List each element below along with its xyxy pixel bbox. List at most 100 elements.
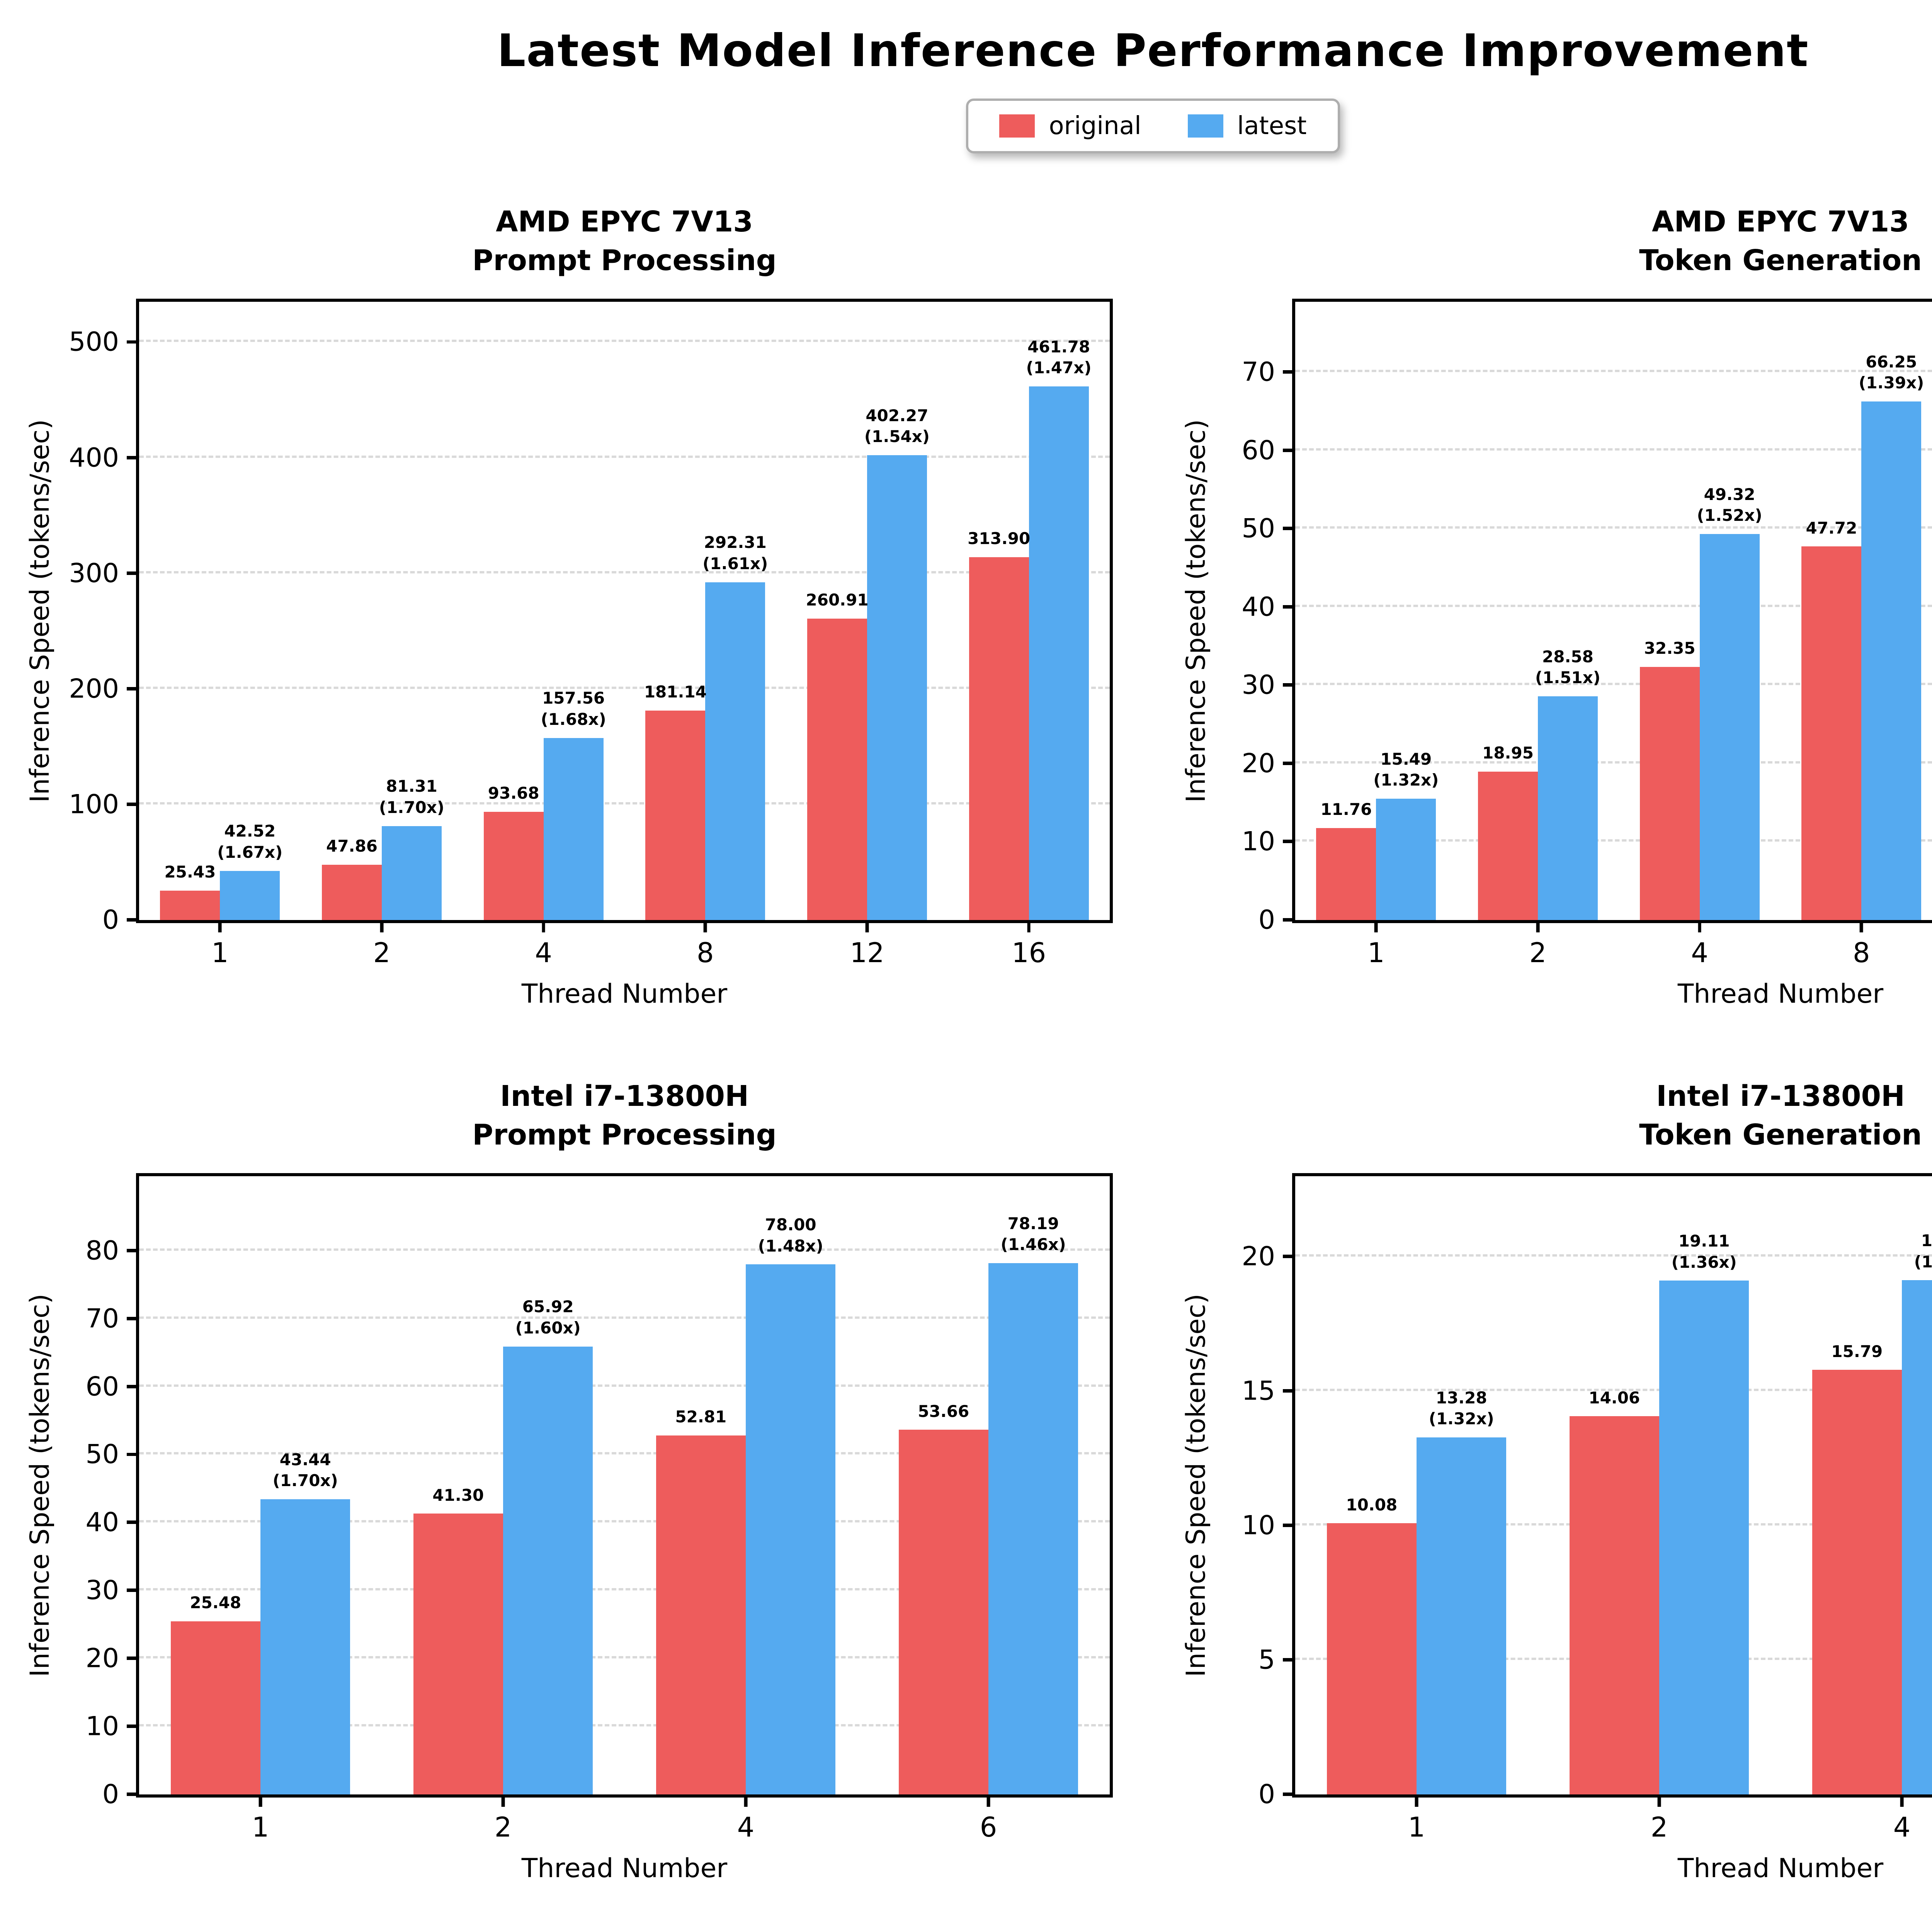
bar-latest bbox=[988, 1263, 1078, 1794]
x-tick-mark bbox=[986, 1794, 990, 1807]
bar-value-label-latest: 28.58 (1.51x) bbox=[1535, 647, 1601, 687]
bar-value-label-latest: 43.44 (1.70x) bbox=[272, 1450, 338, 1490]
y-tick-mark bbox=[1283, 1389, 1295, 1393]
chart: AMD EPYC 7V13 Token Generation Inference… bbox=[1172, 203, 1932, 1009]
x-tick-mark bbox=[218, 920, 222, 932]
bar-value-label-latest: 13.28 (1.32x) bbox=[1429, 1388, 1494, 1429]
gridline bbox=[1295, 1254, 1932, 1257]
bar-original bbox=[898, 1430, 988, 1794]
y-tick-mark bbox=[1283, 1524, 1295, 1527]
y-tick-mark bbox=[1283, 840, 1295, 844]
y-tick-mark bbox=[127, 1249, 139, 1252]
gridline bbox=[1295, 448, 1932, 451]
bar-original bbox=[1478, 771, 1538, 920]
x-tick-mark bbox=[1536, 920, 1540, 932]
x-axis-label: Thread Number bbox=[521, 978, 728, 1009]
plot-area: Inference Speed (tokens/sec) 0 10 20 30 40 50… bbox=[1181, 298, 1932, 969]
x-tick-mark bbox=[865, 920, 869, 932]
gridline bbox=[139, 1316, 1110, 1319]
bar-latest bbox=[1029, 386, 1089, 920]
x-axis-label: Thread Number bbox=[1677, 1853, 1884, 1884]
y-tick-mark bbox=[127, 802, 139, 806]
bar-value-label-latest: 66.25 (1.39x) bbox=[1859, 352, 1924, 393]
x-tick-label: 1 bbox=[211, 937, 229, 969]
y-tick-label: 10 bbox=[1242, 1510, 1275, 1541]
bar-latest bbox=[382, 826, 442, 920]
bar-original bbox=[1569, 1416, 1659, 1794]
chart: Intel i7-13800H Prompt Processing Infere… bbox=[15, 1077, 1134, 1884]
bar-value-label-original: 260.91 bbox=[806, 590, 869, 609]
y-tick-label: 400 bbox=[69, 442, 119, 473]
x-tick-mark bbox=[259, 1794, 262, 1807]
bar-latest bbox=[543, 738, 604, 920]
bar-value-label-latest: 19.12 (1.21x) bbox=[1914, 1231, 1932, 1271]
gridline bbox=[139, 1520, 1110, 1522]
y-tick-label: 5 bbox=[1258, 1645, 1275, 1675]
bar-original bbox=[656, 1435, 746, 1794]
bar-latest bbox=[1659, 1281, 1749, 1794]
chart-title: AMD EPYC 7V13 Prompt Processing bbox=[136, 203, 1113, 280]
y-tick-label: 0 bbox=[1258, 1779, 1275, 1810]
bar-value-label-latest: 19.11 (1.36x) bbox=[1671, 1231, 1737, 1272]
x-tick-mark bbox=[744, 1794, 748, 1807]
bar-value-label-original: 47.72 bbox=[1806, 518, 1857, 537]
bar-value-label-original: 18.95 bbox=[1482, 743, 1534, 763]
y-axis-label: Inference Speed (tokens/sec) bbox=[25, 1293, 55, 1677]
bar-original bbox=[969, 557, 1029, 920]
x-tick-mark bbox=[1415, 1794, 1418, 1807]
y-tick-mark bbox=[1283, 683, 1295, 687]
bar-original bbox=[1812, 1370, 1902, 1794]
x-tick-label: 8 bbox=[1853, 937, 1870, 969]
bar-value-label-original: 14.06 bbox=[1588, 1388, 1640, 1407]
bar-value-label-latest: 42.52 (1.67x) bbox=[217, 821, 283, 862]
bar-value-label-original: 25.43 bbox=[164, 862, 216, 882]
bar-latest bbox=[867, 455, 927, 920]
y-tick-label: 50 bbox=[1242, 513, 1275, 544]
y-tick-label: 30 bbox=[85, 1575, 119, 1606]
bar-value-label-latest: 81.31 (1.70x) bbox=[379, 777, 445, 817]
y-tick-mark bbox=[1283, 605, 1295, 609]
y-tick-label: 500 bbox=[69, 327, 119, 357]
x-tick-mark bbox=[542, 920, 546, 932]
chart-title-benchmark: Prompt Processing bbox=[472, 243, 777, 277]
y-tick-mark bbox=[127, 1792, 139, 1796]
y-tick-mark bbox=[127, 687, 139, 690]
y-tick-mark bbox=[127, 571, 139, 575]
chart-title-device: AMD EPYC 7V13 bbox=[1652, 205, 1909, 238]
x-tick-mark bbox=[1698, 920, 1702, 932]
y-tick-mark bbox=[1283, 527, 1295, 531]
x-tick-label: 2 bbox=[1529, 937, 1547, 969]
x-tick-mark bbox=[1859, 920, 1863, 932]
x-tick-label: 4 bbox=[737, 1811, 755, 1843]
gridline bbox=[139, 1656, 1110, 1658]
y-tick-label: 15 bbox=[1242, 1376, 1275, 1406]
bar-value-label-original: 313.90 bbox=[968, 529, 1031, 548]
bar-value-label-original: 47.86 bbox=[326, 837, 378, 856]
gridline bbox=[1295, 604, 1932, 607]
y-tick-mark bbox=[1283, 1255, 1295, 1259]
y-tick-mark bbox=[1283, 370, 1295, 374]
y-axis-label: Inference Speed (tokens/sec) bbox=[1181, 419, 1211, 803]
y-axis-label: Inference Speed (tokens/sec) bbox=[1181, 1293, 1211, 1677]
x-tick-label: 2 bbox=[494, 1811, 512, 1843]
y-tick-label: 40 bbox=[85, 1507, 119, 1538]
y-tick-label: 60 bbox=[85, 1371, 119, 1402]
y-tick-label: 40 bbox=[1242, 592, 1275, 622]
x-tick-label: 4 bbox=[1691, 937, 1708, 969]
bar-value-label-original: 32.35 bbox=[1644, 639, 1696, 658]
y-tick-label: 300 bbox=[69, 558, 119, 589]
bar-value-label-latest: 461.78 (1.47x) bbox=[1026, 337, 1092, 378]
bar-value-label-latest: 65.92 (1.60x) bbox=[515, 1297, 581, 1337]
x-tick-label: 12 bbox=[850, 937, 884, 969]
x-tick-mark bbox=[1027, 920, 1031, 932]
y-tick-label: 10 bbox=[1242, 826, 1275, 857]
gridline bbox=[139, 686, 1110, 689]
bar-value-label-latest: 402.27 (1.54x) bbox=[864, 406, 930, 446]
gridline bbox=[1295, 683, 1932, 685]
x-tick-mark bbox=[1900, 1794, 1904, 1807]
bar-value-label-latest: 157.56 (1.68x) bbox=[541, 689, 606, 729]
y-tick-mark bbox=[127, 1384, 139, 1388]
bar-original bbox=[807, 618, 867, 920]
y-tick-mark bbox=[127, 1317, 139, 1320]
x-tick-label: 16 bbox=[1012, 937, 1046, 969]
